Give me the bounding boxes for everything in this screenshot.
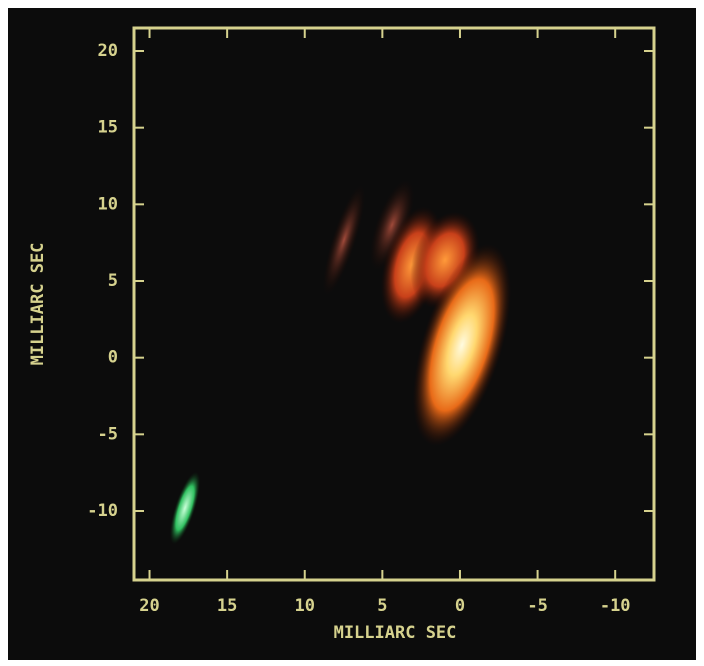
y-tick-label: -5 — [98, 424, 118, 444]
y-tick-label: 10 — [98, 194, 118, 214]
x-tick-label: 5 — [377, 596, 387, 616]
x-tick-label: 0 — [455, 596, 465, 616]
y-tick-label: -10 — [87, 501, 118, 521]
x-tick-label: -5 — [527, 596, 547, 616]
emission — [169, 179, 512, 545]
x-tick-label: 20 — [139, 596, 159, 616]
y-axis-label: MILLIARC SEC — [28, 243, 48, 366]
x-tick-label: 10 — [295, 596, 315, 616]
y-tick-label: 20 — [98, 41, 118, 61]
x-tick-label: -10 — [600, 596, 631, 616]
x-axis-label: MILLIARC SEC — [334, 623, 457, 643]
plot-frame — [132, 26, 656, 582]
y-tick-label: 15 — [98, 118, 118, 138]
y-tick-label: 0 — [108, 348, 118, 368]
x-tick-label: 15 — [217, 596, 237, 616]
y-tick-label: 5 — [108, 271, 118, 291]
background — [8, 8, 696, 660]
